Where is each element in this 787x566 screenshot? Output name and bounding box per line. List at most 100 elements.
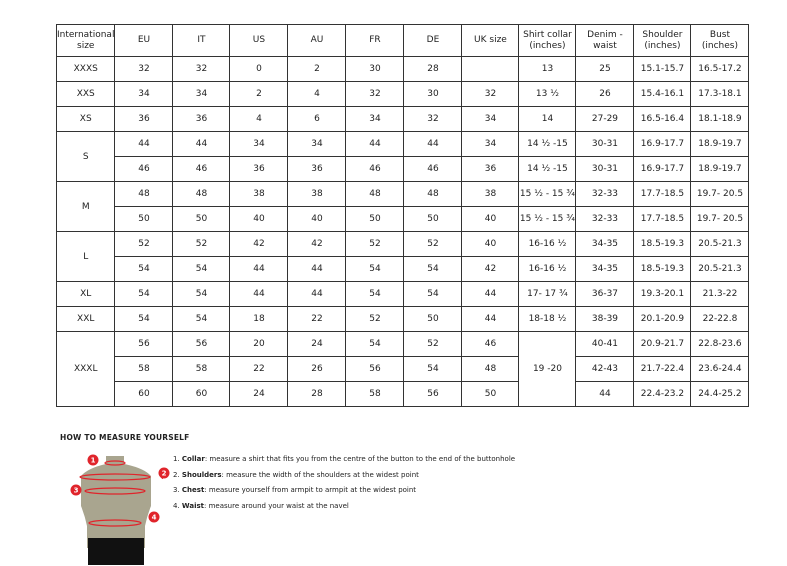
step-number: 4. [173, 501, 180, 510]
table-cell: 22 [229, 356, 289, 382]
table-cell: 58 [114, 356, 174, 382]
table-cell: 22.4-23.2 [633, 381, 692, 407]
table-cell: 34 [229, 131, 289, 157]
table-cell: 54 [403, 256, 463, 282]
table-cell: 13 ½ [518, 81, 577, 107]
table-cell: 18.5-19.3 [633, 256, 692, 282]
table-cell: 40 [287, 206, 347, 232]
table-cell: 58 [345, 381, 405, 407]
table-cell: 46 [403, 156, 463, 182]
column-header: EU [114, 24, 174, 57]
international-size-cell: XXL [55, 306, 116, 332]
table-cell: 44 [114, 131, 174, 157]
table-cell: 21.7-22.4 [633, 356, 692, 382]
table-cell: 30 [345, 56, 405, 82]
header-row: International size EU IT US AU FR DE UK size Shi… [55, 24, 750, 57]
table-cell: 16.5-16.4 [633, 106, 692, 132]
table-cell: 34-35 [575, 256, 635, 282]
table-cell: 36-37 [575, 281, 635, 307]
table-cell: 20.9-21.7 [633, 331, 692, 357]
table-cell: 48 [345, 181, 405, 207]
table-cell: 36 [287, 156, 347, 182]
table-cell: 50 [114, 206, 174, 232]
step-term: Shoulders [181, 470, 222, 479]
marker-1-icon [87, 454, 99, 466]
measure-step: 4. Waist: measure around your waist at t… [173, 499, 515, 515]
table-cell: 34 [114, 81, 174, 107]
table-cell: 54 [403, 356, 463, 382]
table-row: 50 50 40 40 50 50 40 15 ½ - 15 ¾ 32-33 17.7-18.5 1… [57, 206, 750, 232]
column-header: AU [287, 24, 347, 57]
table-cell: 30-31 [575, 131, 635, 157]
table-cell: 42 [229, 231, 289, 257]
table-cell: 20.5-21.3 [690, 256, 750, 282]
table-cell: 60 [114, 381, 174, 407]
table-cell: 54 [114, 281, 174, 307]
table-cell: 36 [461, 156, 520, 182]
table-cell: 50 [461, 381, 520, 407]
table-cell: 24 [287, 331, 347, 357]
column-header: International size [55, 24, 116, 57]
table-cell: 44 [229, 256, 289, 282]
step-text: : measure a shirt that fits you from the… [204, 455, 516, 463]
table-cell: 32 [461, 81, 520, 107]
table-cell: 24 [229, 381, 289, 407]
table-cell: 19 -20 [518, 331, 577, 407]
step-number: 1. [173, 455, 180, 463]
how-to-title: HOW TO MEASURE YOURSELF [60, 433, 190, 442]
table-cell: 20 [229, 331, 289, 357]
table-cell: 18-18 ½ [518, 306, 577, 332]
step-number: 2. [173, 470, 180, 479]
table-cell: 52 [403, 331, 463, 357]
column-header: IT [172, 24, 231, 57]
step-term: Chest [181, 486, 205, 494]
table-cell: 18 [229, 306, 289, 332]
table-row: 58 58 22 26 56 54 48 42-43 21.7-22.4 23.6-24.4 [57, 356, 750, 382]
table-row: XL 54 54 44 44 54 54 44 17- 17 ¾ 36-37 19.3-20.1 21… [55, 281, 750, 307]
table-cell: 36 [114, 106, 174, 132]
step-term: Waist [181, 501, 205, 510]
table-cell: 17.7-18.5 [633, 181, 692, 207]
table-cell: 28 [403, 56, 463, 82]
table-cell: 17.7-18.5 [633, 206, 692, 232]
svg-text:2: 2 [162, 470, 167, 478]
table-cell: 18.5-19.3 [633, 231, 692, 257]
table-cell: 24.4-25.2 [690, 381, 750, 407]
international-size-cell: XXXS [55, 56, 116, 82]
table-row: M 48 48 38 38 48 48 38 15 ½ - 15 ¾ 32-33 17.7-18.5… [55, 181, 750, 232]
table-cell: 32 [172, 56, 231, 82]
table-cell: 52 [114, 231, 174, 257]
column-header: Denim - waist [575, 24, 635, 57]
table-cell: 16-16 ½ [518, 256, 577, 282]
table-cell: 44 [575, 381, 635, 407]
table-cell: 42 [287, 231, 347, 257]
table-cell: 23.6-24.4 [690, 356, 750, 382]
column-header: Bust (inches) [690, 24, 750, 57]
table-cell: 14 [518, 106, 577, 132]
table-cell: 14 ½ -15 [518, 156, 577, 182]
table-cell: 44 [403, 131, 463, 157]
table-cell: 15.4-16.1 [633, 81, 692, 107]
table-cell: 2 [229, 81, 289, 107]
table-cell: 0 [229, 56, 289, 82]
table-cell: 14 ½ -15 [518, 131, 577, 157]
table-cell: 52 [403, 231, 463, 257]
table-cell: 4 [229, 106, 289, 132]
table-cell: 16.9-17.7 [633, 131, 692, 157]
table-cell: 34 [172, 81, 231, 107]
table-cell: 48 [114, 181, 174, 207]
table-cell: 32 [403, 106, 463, 132]
table-cell: 40 [229, 206, 289, 232]
table-cell: 30 [403, 81, 463, 107]
table-cell: 2 [287, 56, 347, 82]
measure-step: 1. Collar: measure a shirt that fits you… [173, 452, 515, 468]
table-cell: 44 [461, 306, 520, 332]
table-cell: 32-33 [575, 181, 635, 207]
international-size-cell: XS [55, 106, 116, 132]
table-cell: 60 [172, 381, 231, 407]
table-cell: 52 [345, 231, 405, 257]
table-cell: 27-29 [575, 106, 635, 132]
table-cell: 44 [461, 281, 520, 307]
table-cell: 18.9-19.7 [690, 131, 750, 157]
table-cell: 19.3-20.1 [633, 281, 692, 307]
